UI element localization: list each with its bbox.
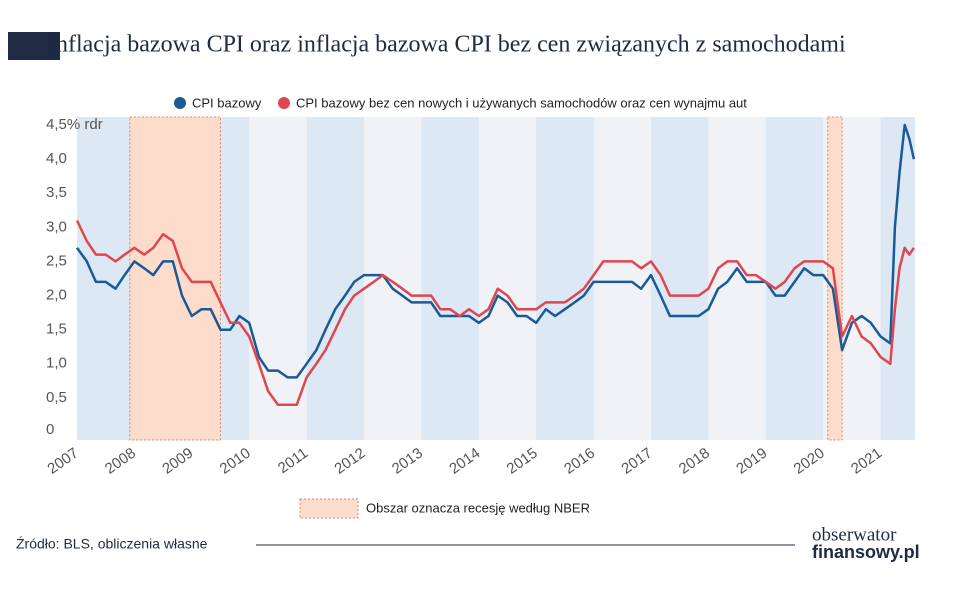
legend-swatch (174, 97, 186, 109)
series-line (75, 219, 915, 406)
y-tick-label: 2,0 (46, 287, 67, 304)
y-tick-label: 3,0 (46, 218, 67, 235)
year-band (306, 117, 364, 440)
y-tick-label: 1,0 (46, 355, 67, 372)
source: Źródło: BLS, obliczenia własne (16, 536, 208, 552)
logo-bottom: finansowy.pl (812, 542, 920, 562)
recession-legend-label: Obszar oznacza recesję według NBER (366, 500, 590, 515)
y-tick-label: 2,5 (46, 252, 67, 269)
y-tick-label: 4,0 (46, 150, 67, 167)
year-band (765, 117, 824, 440)
logo-top: obserwator (812, 524, 897, 545)
title-marker (8, 32, 60, 60)
year-band (77, 117, 135, 440)
recession-band (129, 116, 221, 441)
recession-legend-swatch (299, 498, 359, 519)
year-band (421, 117, 479, 440)
chart-title: Inflacja bazowa CPI oraz inflacja bazowa… (48, 32, 846, 58)
year-band (650, 117, 709, 440)
y-tick-label: 1,5 (46, 321, 67, 338)
legend-label: CPI bazowy bez cen nowych i używanych sa… (296, 95, 747, 110)
y-tick-label: 4,5% rdr (46, 116, 103, 133)
year-band (536, 117, 594, 440)
y-tick-label: 0,5 (46, 389, 67, 406)
y-tick-label: 3,5 (46, 184, 67, 201)
y-tick-label: 0 (46, 421, 54, 438)
legend-label: CPI bazowy (192, 95, 262, 110)
series-line (75, 123, 916, 379)
legend-swatch (278, 97, 290, 109)
